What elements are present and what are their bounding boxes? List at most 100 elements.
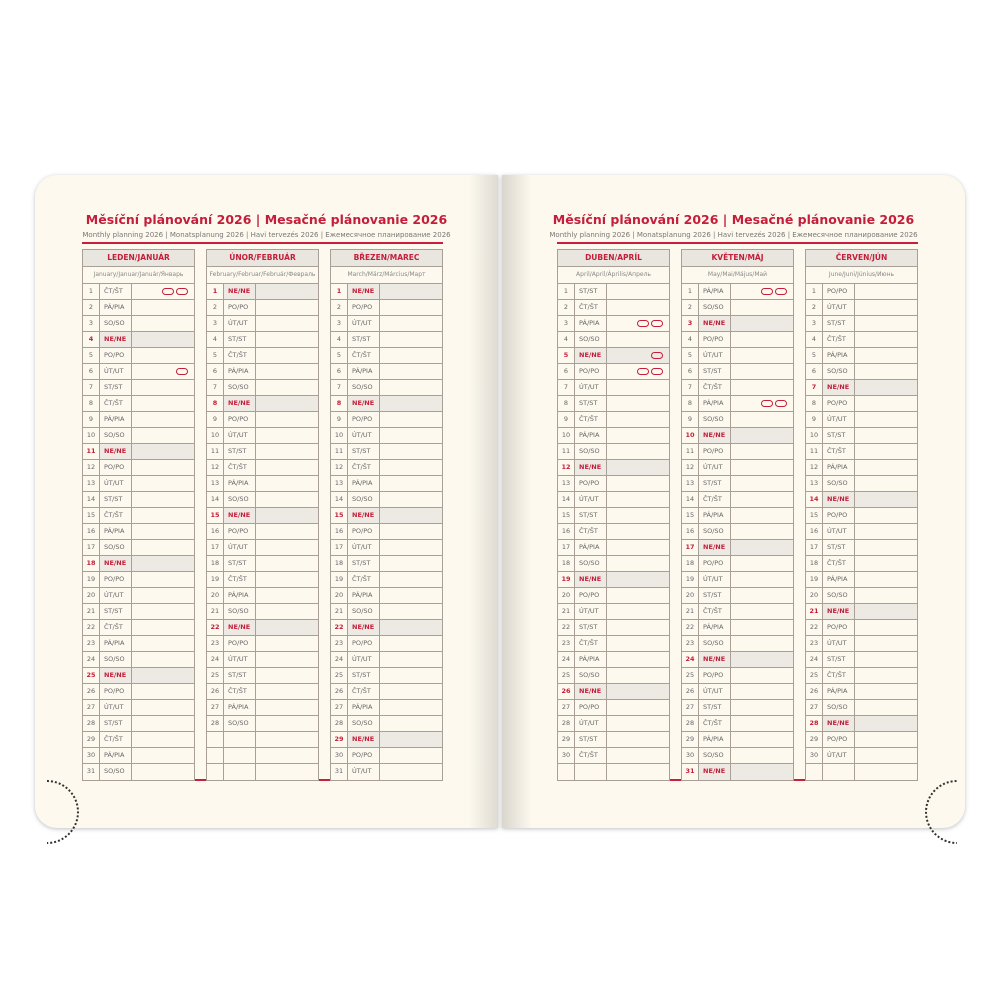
day-notes[interactable] [731, 476, 793, 491]
day-notes[interactable] [132, 716, 194, 731]
day-row[interactable]: 9 ČT/ŠT [558, 412, 669, 428]
day-notes[interactable] [731, 668, 793, 683]
day-notes[interactable] [256, 716, 318, 731]
day-notes[interactable] [380, 764, 442, 780]
day-notes[interactable] [132, 668, 194, 683]
day-notes[interactable] [256, 732, 318, 747]
day-notes[interactable] [731, 316, 793, 331]
day-row[interactable]: 10 ÚT/UT [331, 428, 442, 444]
day-notes[interactable] [380, 300, 442, 315]
day-notes[interactable] [132, 348, 194, 363]
day-notes[interactable] [132, 620, 194, 635]
day-row[interactable]: 8 NE/NE [207, 396, 318, 412]
day-row[interactable]: 22 PÁ/PIA [682, 620, 793, 636]
day-notes[interactable] [855, 508, 917, 523]
day-row[interactable]: 27 PÁ/PIA [331, 700, 442, 716]
day-notes[interactable] [132, 332, 194, 347]
day-notes[interactable] [380, 716, 442, 731]
day-row[interactable]: 4 SO/SO [558, 332, 669, 348]
day-row[interactable]: 25 ST/ST [331, 668, 442, 684]
day-notes[interactable] [607, 652, 669, 667]
day-notes[interactable] [855, 652, 917, 667]
day-row[interactable]: 9 PÁ/PIA [83, 412, 194, 428]
day-notes[interactable] [256, 316, 318, 331]
day-notes[interactable] [256, 684, 318, 699]
day-row[interactable]: 26 ČT/ŠT [207, 684, 318, 700]
day-notes[interactable] [132, 412, 194, 427]
day-row[interactable]: 27 PÁ/PIA [207, 700, 318, 716]
day-notes[interactable] [607, 444, 669, 459]
day-row[interactable]: 7 ČT/ŠT [682, 380, 793, 396]
day-notes[interactable] [855, 524, 917, 539]
day-row[interactable]: 29 PÁ/PIA [682, 732, 793, 748]
day-notes[interactable] [855, 540, 917, 555]
day-row[interactable]: 23 PO/PO [331, 636, 442, 652]
day-row[interactable]: 6 PÁ/PIA [331, 364, 442, 380]
day-row[interactable]: 13 ST/ST [682, 476, 793, 492]
day-notes[interactable] [380, 700, 442, 715]
day-row[interactable]: 25 ST/ST [207, 668, 318, 684]
day-row[interactable]: 2 PÁ/PIA [83, 300, 194, 316]
day-notes[interactable] [380, 444, 442, 459]
day-notes[interactable] [380, 348, 442, 363]
day-notes[interactable] [132, 524, 194, 539]
day-row[interactable]: 9 SO/SO [682, 412, 793, 428]
day-notes[interactable] [607, 540, 669, 555]
day-notes[interactable] [731, 300, 793, 315]
day-notes[interactable] [607, 748, 669, 763]
day-row[interactable]: 1 PO/PO [806, 284, 917, 300]
day-row[interactable]: 6 SO/SO [806, 364, 917, 380]
day-row[interactable]: 23 ÚT/UT [806, 636, 917, 652]
day-notes[interactable] [855, 700, 917, 715]
day-notes[interactable] [731, 284, 793, 299]
day-notes[interactable] [132, 700, 194, 715]
day-row[interactable]: 8 PÁ/PIA [682, 396, 793, 412]
day-notes[interactable] [855, 748, 917, 763]
day-row[interactable]: 3 ÚT/UT [331, 316, 442, 332]
day-row[interactable]: 27 PO/PO [558, 700, 669, 716]
day-row[interactable]: 9 PO/PO [331, 412, 442, 428]
day-row[interactable]: 18 PO/PO [682, 556, 793, 572]
day-notes[interactable] [256, 572, 318, 587]
day-notes[interactable] [256, 540, 318, 555]
day-notes[interactable] [132, 572, 194, 587]
day-row[interactable] [207, 764, 318, 780]
day-notes[interactable] [132, 508, 194, 523]
day-row[interactable]: 16 PO/PO [331, 524, 442, 540]
day-row[interactable]: 8 NE/NE [331, 396, 442, 412]
day-row[interactable]: 7 ÚT/UT [558, 380, 669, 396]
day-row[interactable]: 15 NE/NE [207, 508, 318, 524]
day-notes[interactable] [256, 636, 318, 651]
day-notes[interactable] [731, 620, 793, 635]
day-row[interactable]: 17 SO/SO [83, 540, 194, 556]
day-row[interactable] [558, 764, 669, 780]
day-row[interactable]: 28 SO/SO [331, 716, 442, 732]
day-notes[interactable] [607, 348, 669, 363]
day-row[interactable]: 25 PO/PO [682, 668, 793, 684]
day-row[interactable]: 19 ČT/ŠT [207, 572, 318, 588]
day-notes[interactable] [132, 588, 194, 603]
day-notes[interactable] [731, 396, 793, 411]
day-row[interactable]: 7 SO/SO [207, 380, 318, 396]
day-row[interactable]: 6 ST/ST [682, 364, 793, 380]
day-row[interactable]: 23 PÁ/PIA [83, 636, 194, 652]
day-notes[interactable] [256, 460, 318, 475]
day-notes[interactable] [132, 380, 194, 395]
day-row[interactable]: 21 NE/NE [806, 604, 917, 620]
day-notes[interactable] [132, 684, 194, 699]
day-notes[interactable] [256, 476, 318, 491]
day-notes[interactable] [607, 620, 669, 635]
day-row[interactable]: 22 ČT/ŠT [83, 620, 194, 636]
day-row[interactable]: 30 ÚT/UT [806, 748, 917, 764]
day-row[interactable]: 30 SO/SO [682, 748, 793, 764]
day-notes[interactable] [256, 428, 318, 443]
day-notes[interactable] [855, 300, 917, 315]
day-row[interactable]: 31 SO/SO [83, 764, 194, 780]
day-row[interactable]: 29 ST/ST [558, 732, 669, 748]
day-row[interactable]: 28 ST/ST [83, 716, 194, 732]
day-row[interactable]: 24 ÚT/UT [331, 652, 442, 668]
day-notes[interactable] [256, 284, 318, 299]
day-row[interactable]: 4 ST/ST [207, 332, 318, 348]
day-notes[interactable] [380, 364, 442, 379]
day-row[interactable]: 16 PO/PO [207, 524, 318, 540]
